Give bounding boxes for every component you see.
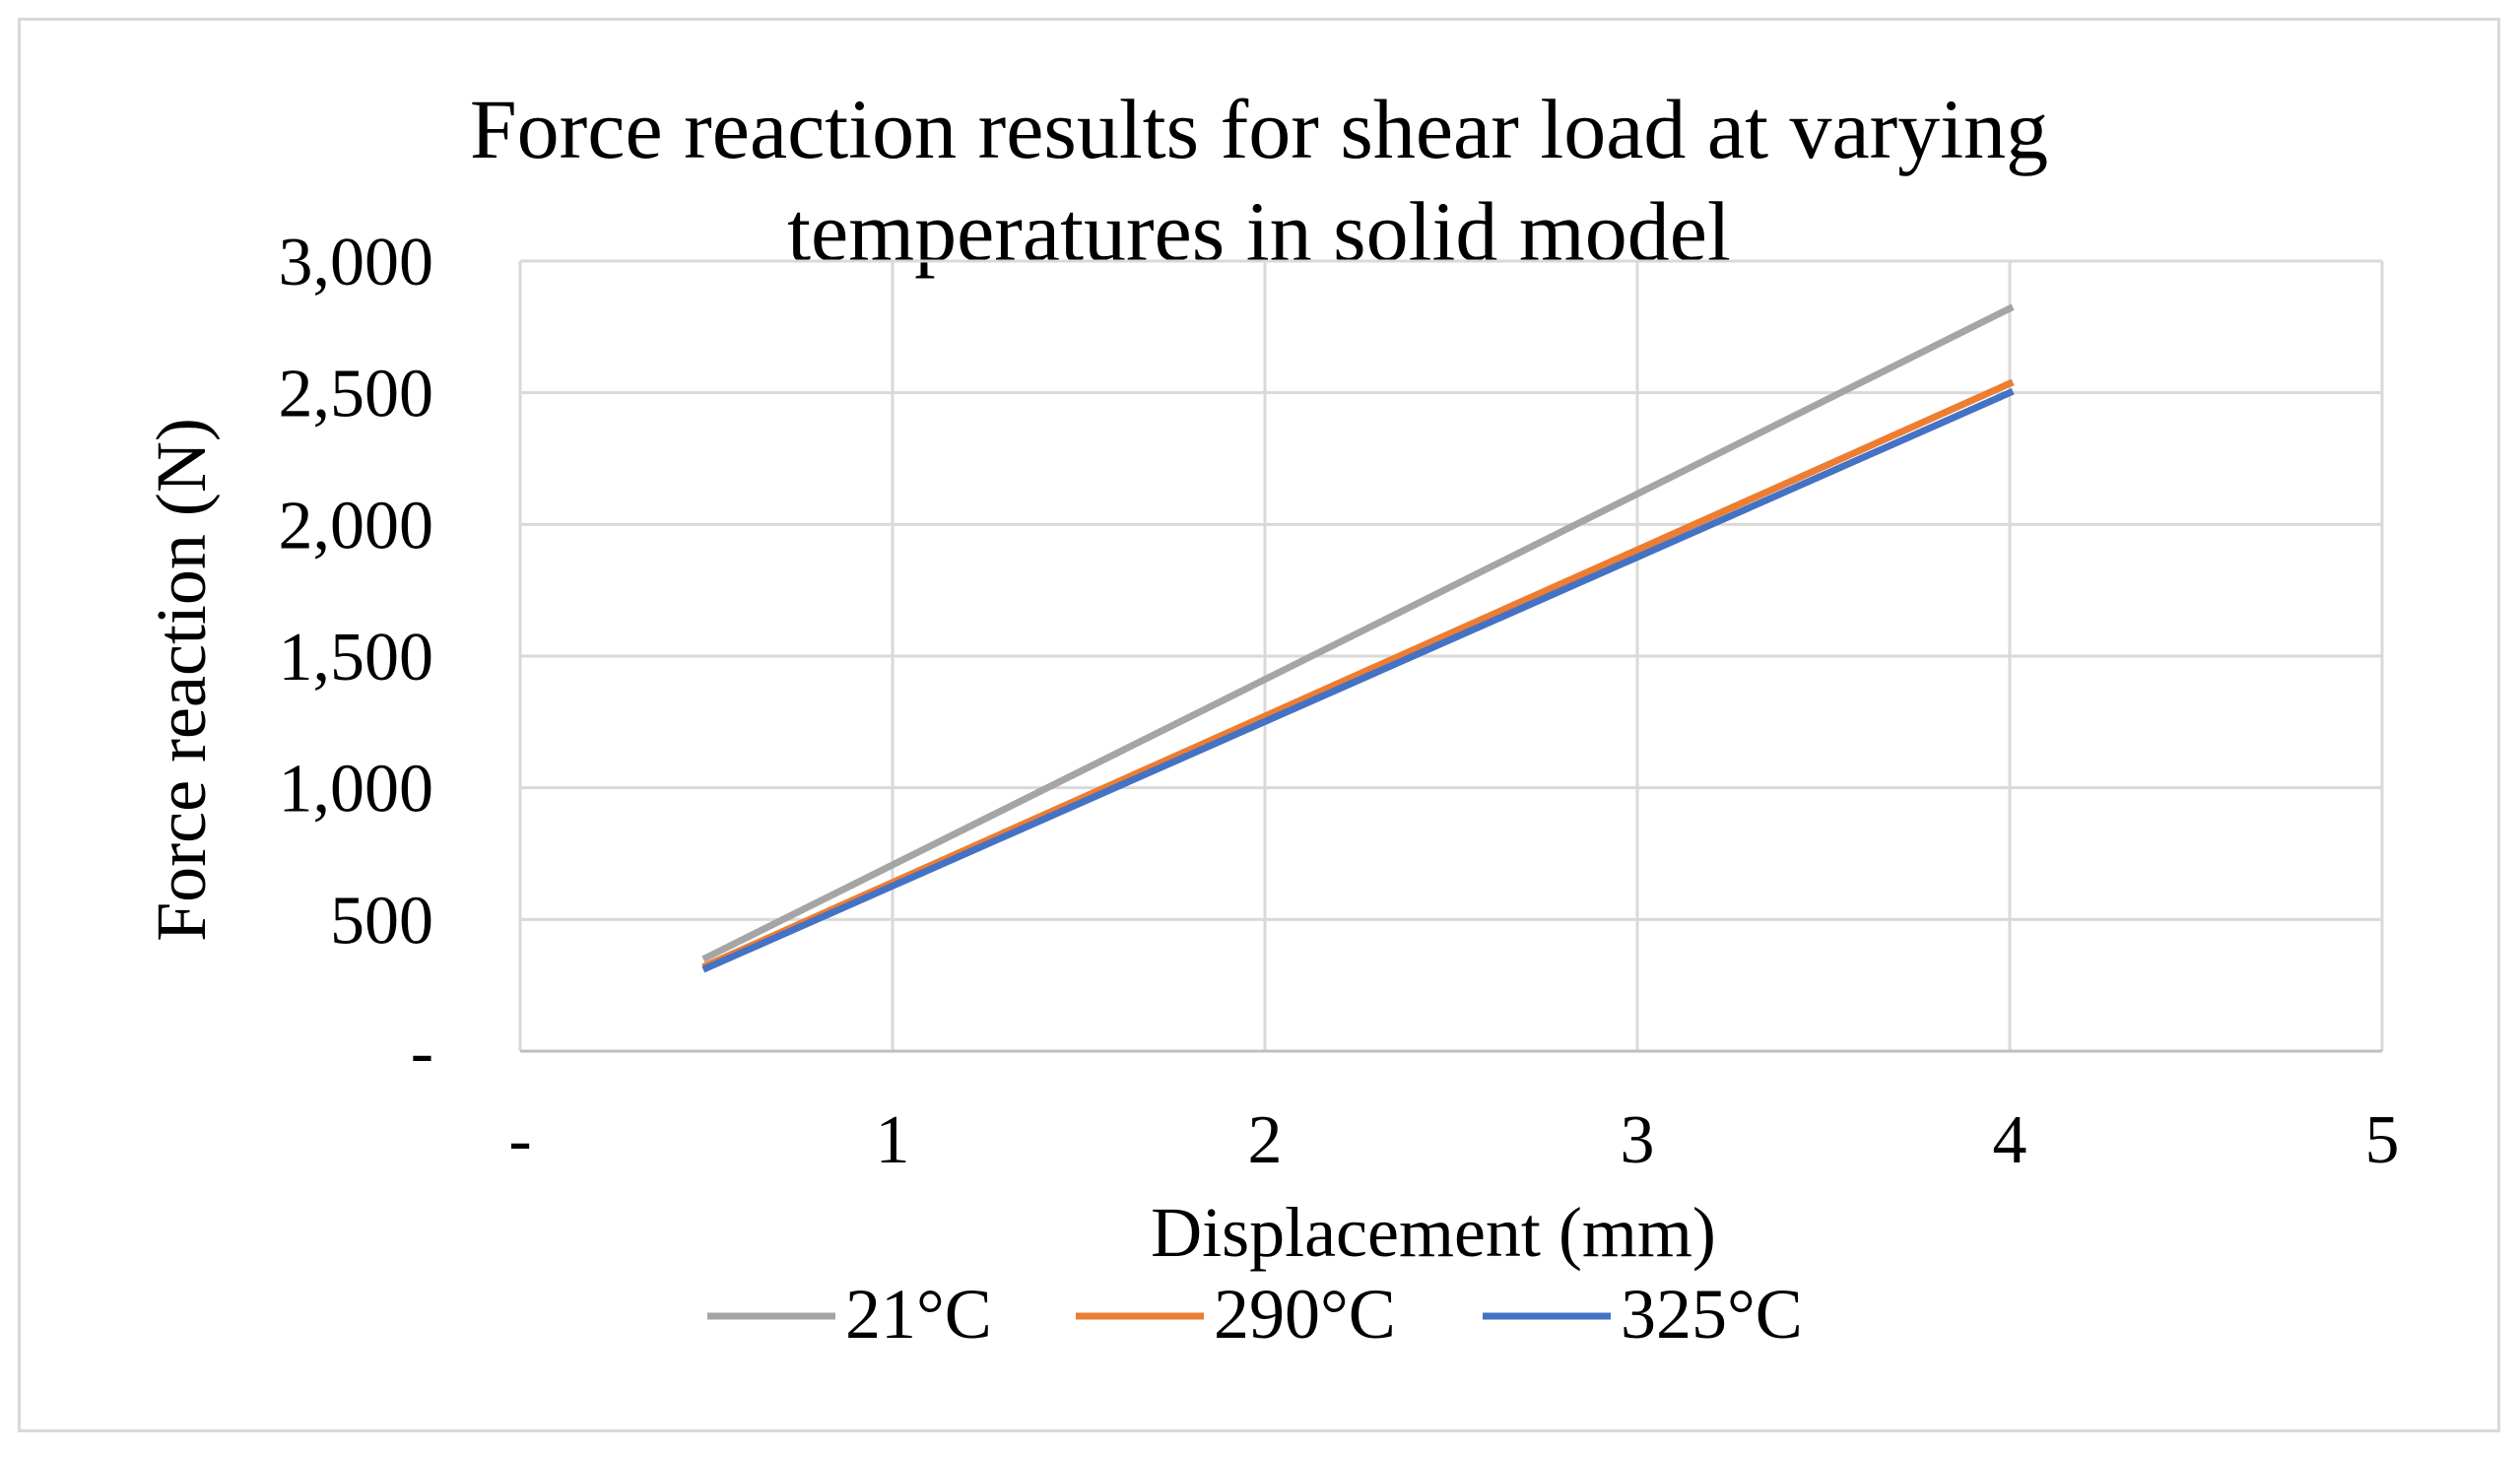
x-axis-title: Displacement (mm) xyxy=(1151,1193,1716,1272)
grid-layer xyxy=(520,259,2384,1051)
chart-title-line-1: Force reaction results for shear load at… xyxy=(470,82,2048,176)
x-tick-label: 5 xyxy=(2365,1102,2400,1178)
series-layer xyxy=(701,303,2015,973)
x-tick-label: 1 xyxy=(876,1102,910,1178)
y-tick-labels: - 500 1,000 1,500 2,000 2,500 3,000 xyxy=(279,225,434,1091)
series-line-3 xyxy=(701,388,2015,973)
y-axis-title: Force reaction (N) xyxy=(142,418,221,942)
y-tick-label: - xyxy=(411,1015,433,1091)
y-tick-label: 1,000 xyxy=(279,752,434,828)
x-tick-labels: - 1 2 3 4 5 xyxy=(508,1102,2399,1178)
y-tick-label: 500 xyxy=(330,883,433,959)
chart-title-line-2: temperatures in solid model xyxy=(787,184,1731,279)
axis-layer xyxy=(518,261,2382,1053)
legend-label-1: 21°C xyxy=(845,1275,992,1354)
y-tick-label: 1,500 xyxy=(279,620,434,695)
x-tick-label: 2 xyxy=(1248,1102,1283,1178)
x-tick-label: 3 xyxy=(1621,1102,1655,1178)
legend-label-3: 325°C xyxy=(1621,1275,1803,1354)
legend: 21°C 290°C 325°C xyxy=(707,1275,1803,1354)
x-tick-label: - xyxy=(508,1102,531,1178)
y-tick-label: 3,000 xyxy=(279,225,434,300)
y-tick-label: 2,000 xyxy=(279,488,434,563)
series-line-1 xyxy=(701,303,2015,962)
legend-label-2: 290°C xyxy=(1214,1275,1396,1354)
y-tick-label: 2,500 xyxy=(279,357,434,432)
x-tick-label: 4 xyxy=(1993,1102,2027,1178)
